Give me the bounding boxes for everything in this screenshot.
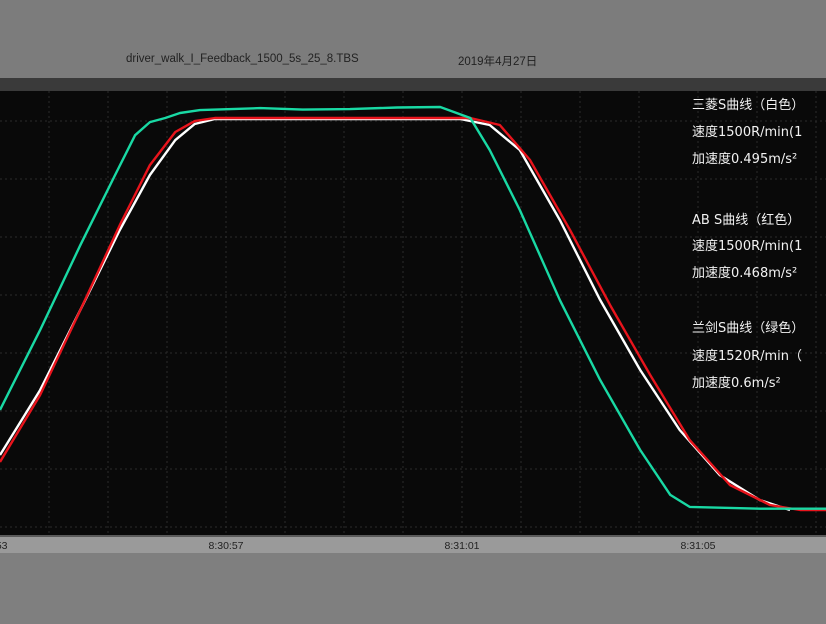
legend-text: 速度1500R/min(1 <box>692 125 803 140</box>
legend-text: 速度1520R/min（ <box>692 349 803 364</box>
recording-date: 2019年4月27日 <box>458 56 538 68</box>
x-tick-label: 8:30:57 <box>208 540 244 552</box>
x-axis-strip <box>0 535 826 553</box>
title-bar: driver_walk_I_Feedback_1500_5s_25_8.TBS … <box>0 0 826 78</box>
red-series-line <box>0 116 826 512</box>
file-name: driver_walk_I_Feedback_1500_5s_25_8.TBS <box>126 53 359 65</box>
legend-text: 三菱S曲线（白色） <box>692 98 805 113</box>
legend-text: 加速度0.468m/s² <box>692 266 798 281</box>
legend-text: AB S曲线（红色） <box>692 213 801 228</box>
speed-chart <box>0 91 826 535</box>
white-series-line <box>0 117 791 512</box>
x-tick-label: 8:31:01 <box>444 540 480 552</box>
legend-text: 加速度0.6m/s² <box>692 376 781 391</box>
legend-text: 兰剑S曲线（绿色） <box>692 321 805 336</box>
legend-text: 加速度0.495m/s² <box>692 152 798 167</box>
plot-header-band <box>0 78 826 91</box>
green-series-line <box>0 105 826 510</box>
x-tick-label: 8:31:05 <box>680 540 716 552</box>
legend-text: 速度1500R/min(1 <box>692 239 803 254</box>
x-tick-label: 8:30:53 <box>0 540 8 552</box>
plot-area <box>0 91 826 535</box>
